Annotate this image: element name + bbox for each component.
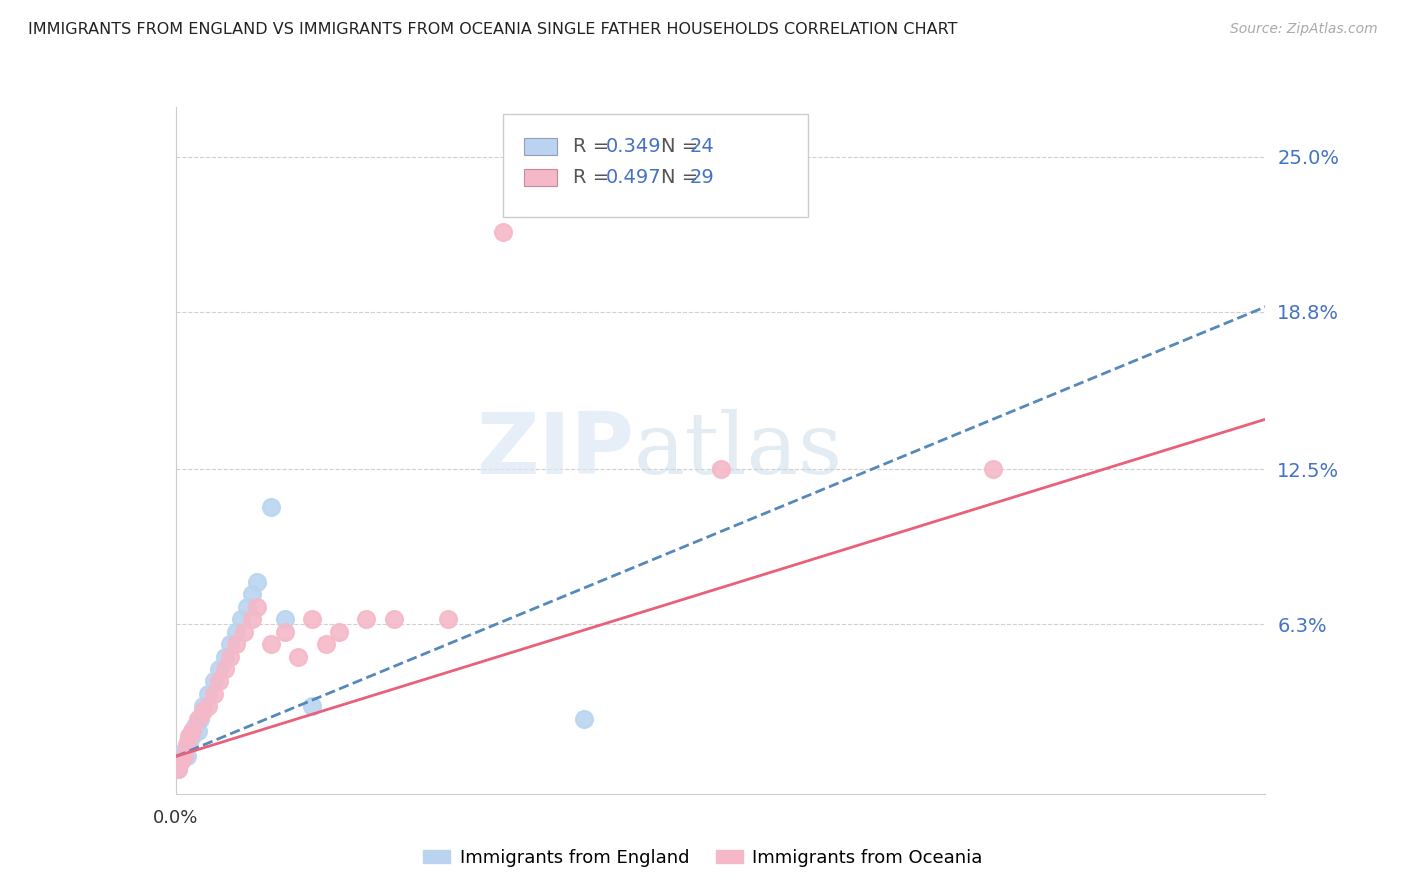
Point xyxy=(191,699,214,714)
Point xyxy=(184,719,207,733)
Point xyxy=(219,649,242,664)
Text: 29: 29 xyxy=(690,168,714,186)
Point xyxy=(981,462,1004,476)
Point xyxy=(301,699,323,714)
Point xyxy=(202,687,225,701)
Point xyxy=(186,724,209,739)
Point xyxy=(197,687,219,701)
Text: 0.497: 0.497 xyxy=(606,168,662,186)
Point xyxy=(382,612,405,626)
Point xyxy=(181,730,204,744)
Point xyxy=(240,587,263,601)
Legend: Immigrants from England, Immigrants from Oceania: Immigrants from England, Immigrants from… xyxy=(416,842,990,874)
Point xyxy=(231,612,253,626)
Point xyxy=(315,637,337,651)
Point xyxy=(260,637,283,651)
Point xyxy=(179,730,201,744)
Point xyxy=(214,649,236,664)
Point xyxy=(167,762,190,776)
Point xyxy=(173,749,195,764)
Point xyxy=(202,674,225,689)
Point xyxy=(188,712,211,726)
FancyBboxPatch shape xyxy=(503,114,808,217)
Text: R =: R = xyxy=(574,168,616,186)
Point xyxy=(246,599,269,614)
Point xyxy=(186,712,209,726)
Point xyxy=(274,624,297,639)
Point xyxy=(170,755,193,769)
Point xyxy=(176,737,198,751)
Point xyxy=(173,744,195,758)
Point xyxy=(232,624,254,639)
Point xyxy=(181,724,204,739)
Text: N =: N = xyxy=(661,136,704,156)
Point xyxy=(437,612,460,626)
Point xyxy=(208,662,231,676)
Point xyxy=(328,624,350,639)
Text: N =: N = xyxy=(661,168,704,186)
Point xyxy=(214,662,236,676)
Point xyxy=(246,574,269,589)
FancyBboxPatch shape xyxy=(524,138,557,155)
Text: 0.349: 0.349 xyxy=(606,136,662,156)
Point xyxy=(274,612,297,626)
Point xyxy=(167,762,190,776)
Text: R =: R = xyxy=(574,136,616,156)
Point xyxy=(208,674,231,689)
Point xyxy=(179,737,201,751)
Point xyxy=(176,749,198,764)
Text: ZIP: ZIP xyxy=(475,409,633,492)
Text: IMMIGRANTS FROM ENGLAND VS IMMIGRANTS FROM OCEANIA SINGLE FATHER HOUSEHOLDS CORR: IMMIGRANTS FROM ENGLAND VS IMMIGRANTS FR… xyxy=(28,22,957,37)
FancyBboxPatch shape xyxy=(524,169,557,186)
Point xyxy=(301,612,323,626)
Point xyxy=(356,612,378,626)
Point xyxy=(235,599,257,614)
Point xyxy=(574,712,596,726)
Point xyxy=(492,225,515,239)
Text: Source: ZipAtlas.com: Source: ZipAtlas.com xyxy=(1230,22,1378,37)
Point xyxy=(225,637,247,651)
Point xyxy=(260,500,283,514)
Point xyxy=(219,637,242,651)
Y-axis label: Single Father Households: Single Father Households xyxy=(0,336,8,565)
Point xyxy=(225,624,247,639)
Point xyxy=(170,755,193,769)
Text: 24: 24 xyxy=(690,136,714,156)
Point xyxy=(710,462,733,476)
Text: 0.0%: 0.0% xyxy=(153,809,198,827)
Point xyxy=(191,705,214,719)
Point xyxy=(287,649,309,664)
Text: atlas: atlas xyxy=(633,409,842,492)
Point xyxy=(240,612,263,626)
Point xyxy=(197,699,219,714)
